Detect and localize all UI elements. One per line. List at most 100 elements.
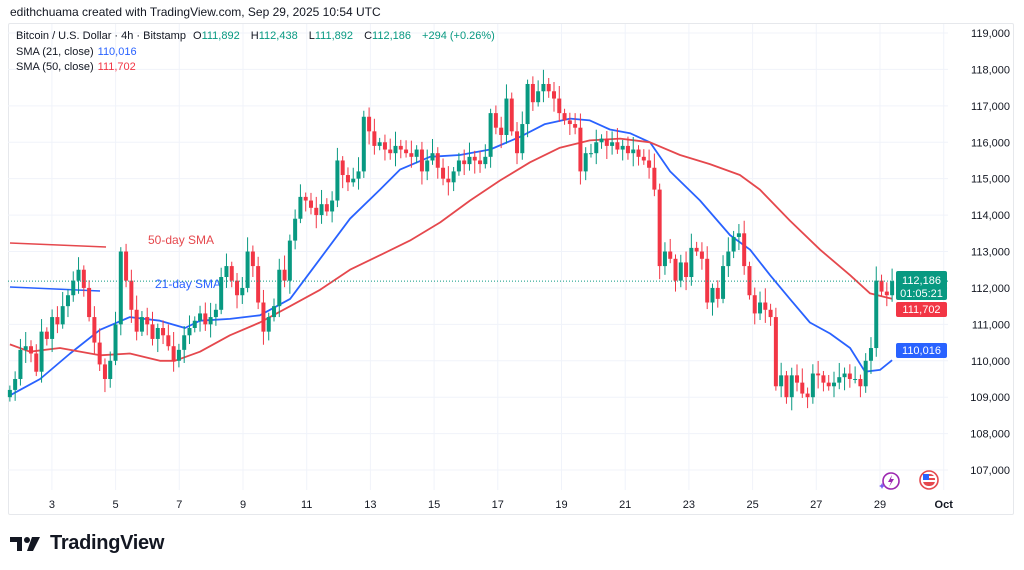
candle-body bbox=[367, 116, 372, 132]
candle bbox=[493, 105, 498, 135]
tradingview-logo-icon bbox=[10, 536, 40, 551]
candle-body bbox=[853, 378, 858, 380]
candle-body bbox=[97, 342, 102, 365]
candle bbox=[636, 145, 641, 166]
y-tick-label: 111,000 bbox=[972, 319, 1010, 331]
candle bbox=[97, 328, 102, 371]
candle-body bbox=[282, 269, 287, 281]
candle-body bbox=[76, 269, 81, 281]
candle-body bbox=[250, 251, 255, 267]
candle-body bbox=[784, 375, 789, 398]
candle bbox=[282, 255, 287, 288]
candle bbox=[541, 69, 546, 103]
candle-body bbox=[636, 149, 641, 157]
candle-body bbox=[863, 360, 868, 387]
candle-body bbox=[245, 251, 250, 288]
candle-body bbox=[441, 167, 446, 179]
sma50-drawing-line[interactable] bbox=[9, 242, 107, 248]
candle-body bbox=[446, 178, 451, 183]
sma21-row[interactable]: SMA (21, close) 110,016 bbox=[16, 45, 499, 61]
candle-body bbox=[583, 153, 588, 172]
sma21-drawing-line[interactable] bbox=[9, 286, 101, 292]
candle-body bbox=[65, 295, 70, 307]
candle-body bbox=[13, 378, 18, 390]
candle bbox=[430, 138, 435, 165]
candle-body bbox=[594, 142, 599, 154]
candle-body bbox=[361, 116, 366, 172]
candle bbox=[319, 189, 324, 224]
candle bbox=[710, 283, 715, 316]
candle bbox=[853, 366, 858, 384]
last-price-value: 112,186 bbox=[902, 275, 941, 287]
candle bbox=[620, 139, 625, 161]
candle-body bbox=[314, 207, 319, 216]
candle-body bbox=[694, 247, 699, 252]
candle bbox=[689, 233, 694, 286]
candle-body bbox=[752, 295, 757, 314]
candle-body bbox=[557, 98, 562, 114]
candle-body bbox=[324, 204, 329, 212]
candle bbox=[742, 220, 747, 275]
candle bbox=[874, 266, 879, 357]
candle bbox=[488, 108, 493, 168]
us-flag-economic-event-icon[interactable] bbox=[919, 470, 939, 490]
candle-body bbox=[240, 287, 245, 296]
tradingview-logo[interactable]: TradingView bbox=[10, 532, 164, 555]
candle-body bbox=[536, 91, 541, 103]
candle bbox=[800, 368, 805, 398]
candle bbox=[266, 312, 271, 341]
candle-body bbox=[467, 156, 472, 165]
symbol-row: Bitcoin / U.S. Dollar · 4h · Bitstamp O1… bbox=[16, 29, 499, 45]
candle bbox=[71, 271, 76, 302]
candle bbox=[324, 198, 329, 216]
candle bbox=[176, 343, 181, 368]
candle-body bbox=[108, 360, 113, 379]
x-tick-label: 5 bbox=[113, 499, 119, 511]
candle-body bbox=[340, 160, 345, 176]
candle-body bbox=[631, 149, 636, 154]
candle bbox=[145, 307, 150, 336]
x-tick-label: 23 bbox=[683, 499, 695, 511]
candle-body bbox=[647, 160, 652, 168]
high-label: H bbox=[250, 30, 259, 42]
candle bbox=[293, 209, 298, 250]
candle bbox=[139, 311, 144, 337]
candle bbox=[382, 134, 387, 161]
candle bbox=[721, 255, 726, 304]
candle-body bbox=[308, 200, 313, 208]
lightning-event-icon[interactable] bbox=[879, 472, 900, 490]
candle-body bbox=[541, 83, 546, 92]
candle bbox=[388, 138, 393, 160]
candle-body bbox=[155, 328, 160, 339]
open-label: O bbox=[193, 30, 202, 42]
candle bbox=[784, 370, 789, 404]
candle-body bbox=[55, 317, 60, 325]
candle-body bbox=[625, 145, 630, 154]
candle bbox=[261, 289, 266, 345]
candle bbox=[525, 79, 530, 138]
candle-body bbox=[879, 280, 884, 292]
sma50-note: 50-day SMA bbox=[148, 233, 214, 247]
candle bbox=[625, 136, 630, 160]
candle bbox=[684, 251, 689, 291]
x-tick-label: 3 bbox=[49, 499, 55, 511]
x-tick-label: 21 bbox=[619, 499, 631, 511]
candle-body bbox=[272, 306, 277, 318]
candle bbox=[287, 234, 292, 294]
x-tick-label: 17 bbox=[492, 499, 504, 511]
sma50-row[interactable]: SMA (50, close) 111,702 bbox=[16, 60, 499, 76]
candle bbox=[28, 340, 33, 363]
candle-body bbox=[509, 98, 514, 132]
candle-body bbox=[520, 124, 525, 154]
candle bbox=[161, 320, 166, 345]
candle-body bbox=[816, 373, 821, 376]
symbol-title[interactable]: Bitcoin / U.S. Dollar · 4h · Bitstamp bbox=[16, 30, 186, 42]
candle-body bbox=[113, 324, 118, 361]
candle bbox=[520, 111, 525, 160]
candle bbox=[377, 137, 382, 151]
candle-body bbox=[134, 309, 139, 332]
price-label-last: 112,186 01:05:21 bbox=[896, 271, 947, 300]
candle bbox=[134, 295, 139, 341]
candle bbox=[425, 149, 430, 181]
